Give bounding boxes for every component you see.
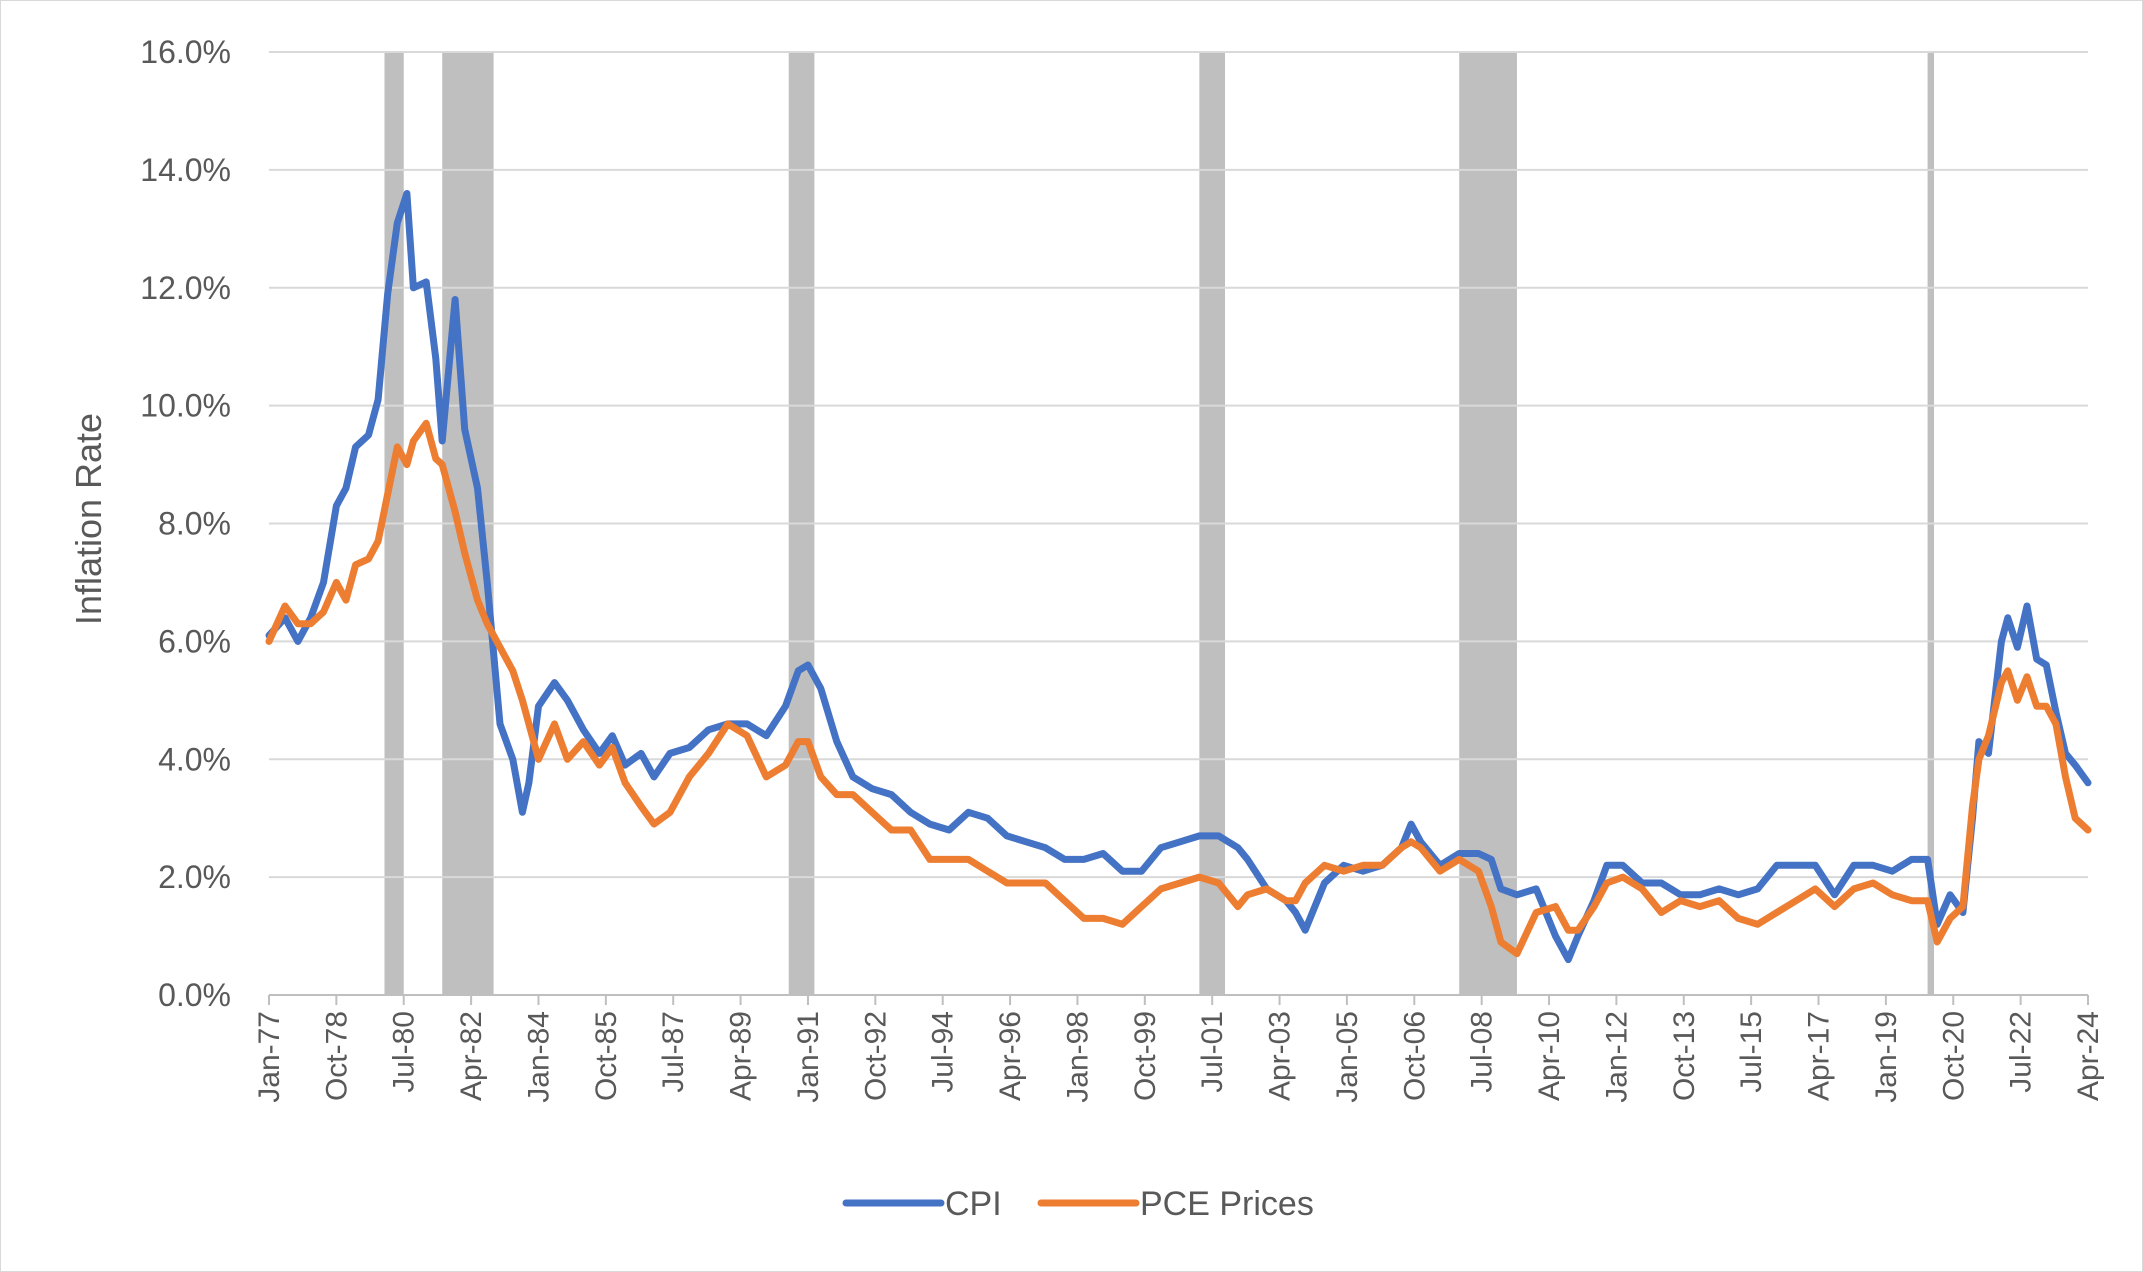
x-tick-label: Apr-24	[2072, 1011, 2105, 1101]
x-tick-label: Jul-22	[2005, 1011, 2038, 1093]
x-tick-label: Apr-03	[1264, 1011, 1297, 1101]
x-tick-label: Oct-13	[1668, 1011, 1701, 1101]
x-tick-label: Apr-96	[994, 1011, 1027, 1101]
x-tick-label: Jul-94	[927, 1011, 960, 1093]
y-tick-label: 10.0%	[140, 388, 231, 424]
x-tick-label: Jan-12	[1600, 1011, 1633, 1103]
y-tick-label: 16.0%	[140, 34, 231, 70]
y-tick-label: 6.0%	[158, 623, 231, 659]
x-tick-label: Jan-84	[522, 1011, 555, 1103]
legend-label-pce: PCE Prices	[1140, 1185, 1314, 1223]
y-tick-label: 0.0%	[158, 977, 231, 1013]
x-tick-label: Apr-17	[1803, 1011, 1836, 1101]
x-tick-label: Jan-91	[792, 1011, 825, 1103]
legend-label-cpi: CPI	[945, 1185, 1002, 1223]
x-tick-label: Apr-82	[455, 1011, 488, 1101]
series-lines	[265, 190, 2092, 964]
gridlines	[269, 51, 2088, 879]
x-tick-label: Jul-87	[657, 1011, 690, 1093]
x-tick-label: Apr-89	[725, 1011, 758, 1101]
y-axis-title: Inflation Rate	[68, 413, 109, 625]
series-line-cpi	[265, 190, 2092, 964]
y-tick-label: 2.0%	[158, 859, 231, 895]
y-axis-ticks: 0.0% 2.0% 4.0% 6.0% 8.0% 10.0% 12.0% 14.0% 16.0%	[140, 34, 231, 1013]
x-tick-label: Jan-98	[1061, 1011, 1094, 1103]
x-tick-label: Oct-92	[859, 1011, 892, 1101]
y-tick-label: 4.0%	[158, 741, 231, 777]
x-tick-label: Jan-77	[253, 1011, 286, 1103]
x-tick-label: Jul-80	[388, 1011, 421, 1093]
y-tick-label: 14.0%	[140, 152, 231, 188]
x-tick-label: Jan-19	[1870, 1011, 1903, 1103]
x-tick-label: Oct-85	[590, 1011, 623, 1101]
y-tick-label: 12.0%	[140, 270, 231, 306]
y-tick-label: 8.0%	[158, 506, 231, 542]
x-tick-label: Jul-15	[1735, 1011, 1768, 1093]
x-tick-label: Jan-05	[1331, 1011, 1364, 1103]
x-tick-label: Apr-10	[1533, 1011, 1566, 1101]
x-tick-label: Jul-08	[1466, 1011, 1499, 1093]
legend: CPI PCE Prices	[842, 1185, 1314, 1223]
x-tick-label: Oct-06	[1398, 1011, 1431, 1101]
x-tick-label: Oct-20	[1937, 1011, 1970, 1101]
x-tick-label: Jul-01	[1196, 1011, 1229, 1093]
x-tick-label: Oct-99	[1129, 1011, 1162, 1101]
x-tick-label: Oct-78	[320, 1011, 353, 1101]
x-axis-ticks: Jan-77 Oct-78 Jul-80 Apr-82 Jan-84 Oct-85 Jul-…	[253, 995, 2105, 1103]
series-line-pce	[265, 419, 2092, 958]
